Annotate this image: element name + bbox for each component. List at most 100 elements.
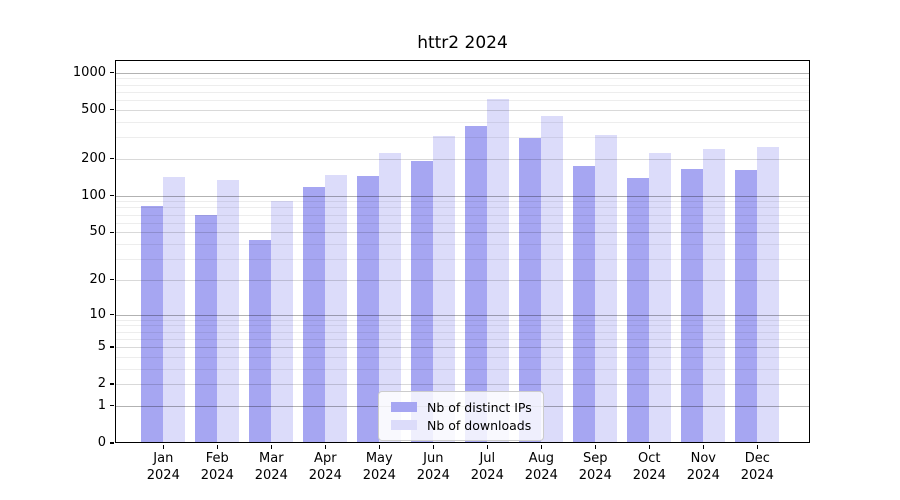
grid-line-5	[115, 346, 810, 348]
x-tick-mark-nov	[702, 444, 704, 449]
x-tick-year: 2024	[200, 468, 234, 483]
x-tick-month: Oct	[638, 451, 661, 466]
bar-mar-downloads	[271, 201, 294, 443]
x-tick-month: Apr	[314, 451, 337, 466]
grid-line-200	[115, 158, 810, 160]
x-tick-label-aug: Aug 2024	[514, 450, 568, 484]
bar-jun-downloads	[433, 136, 456, 443]
x-tick-month: Jul	[479, 451, 496, 466]
y-tick-label-500: 500	[81, 101, 106, 117]
grid-line-30	[115, 258, 810, 260]
x-tick-mark-sep	[594, 444, 596, 449]
bar-jan-distinct-ips	[141, 205, 164, 443]
x-tick-label-nov: Nov 2024	[676, 450, 730, 484]
bar-aug-downloads	[541, 115, 564, 443]
legend-swatch-distinct-ips	[391, 402, 417, 412]
x-tick-label-jul: Jul 2024	[460, 450, 514, 484]
legend-item-distinct-ips: Nb of distinct IPs	[387, 398, 535, 416]
x-tick-year: 2024	[254, 468, 288, 483]
x-tick-mark-feb	[216, 444, 218, 449]
grid-line-300	[115, 137, 810, 139]
grid-line-50	[115, 232, 810, 234]
x-tick-month: Nov	[690, 451, 716, 466]
x-tick-label-mar: Mar 2024	[244, 450, 298, 484]
bar-aug-distinct-ips	[519, 137, 542, 443]
x-tick-label-jan: Jan 2024	[136, 450, 190, 484]
x-tick-month: Feb	[205, 451, 229, 466]
bar-apr-downloads	[325, 175, 348, 443]
x-tick-year: 2024	[362, 468, 396, 483]
y-tick-mark-10	[110, 313, 114, 316]
grid-line-80	[115, 207, 810, 209]
x-tick-label-may: May 2024	[352, 450, 406, 484]
y-tick-mark-100	[110, 194, 114, 197]
x-tick-mark-oct	[648, 444, 650, 449]
bar-feb-downloads	[217, 179, 240, 443]
x-tick-mark-apr	[324, 444, 326, 449]
x-tick-label-jun: Jun 2024	[406, 450, 460, 484]
grid-line-70	[115, 214, 810, 216]
grid-line-8	[115, 325, 810, 327]
grid-line-40	[115, 243, 810, 245]
grid-line-400	[115, 121, 810, 123]
grid-line-20	[115, 279, 810, 281]
grid-line-2	[115, 384, 810, 386]
y-tick-mark-1000	[110, 71, 114, 74]
bar-jul-downloads	[487, 99, 510, 443]
x-tick-label-sep: Sep 2024	[568, 450, 622, 484]
y-tick-mark-200	[110, 158, 114, 160]
x-tick-mark-jan	[162, 444, 164, 449]
grid-line-500	[115, 109, 810, 111]
x-tick-year: 2024	[740, 468, 774, 483]
x-tick-mark-jun	[432, 444, 434, 449]
x-tick-year: 2024	[686, 468, 720, 483]
bar-nov-downloads	[703, 149, 726, 443]
bar-jul-distinct-ips	[465, 125, 488, 443]
grid-line-4	[115, 356, 810, 358]
x-tick-year: 2024	[416, 468, 450, 483]
grid-line-7	[115, 331, 810, 333]
x-tick-mark-aug	[540, 444, 542, 449]
grid-line-3	[115, 368, 810, 370]
x-tick-mark-may	[378, 444, 380, 449]
grid-line-600	[115, 100, 810, 101]
x-tick-label-oct: Oct 2024	[622, 450, 676, 484]
grid-line-6	[115, 338, 810, 340]
x-tick-year: 2024	[524, 468, 558, 483]
y-tick-label-10: 10	[89, 306, 106, 322]
x-tick-year: 2024	[146, 468, 180, 483]
x-tick-month: Jun	[423, 451, 444, 466]
y-tick-mark-5	[110, 346, 114, 348]
bar-sep-downloads	[595, 134, 618, 443]
x-tick-month: Mar	[259, 451, 284, 466]
x-tick-month: Jan	[153, 451, 174, 466]
bar-jun-distinct-ips	[411, 160, 434, 443]
grid-line-100	[115, 195, 810, 197]
x-tick-mark-mar	[270, 444, 272, 449]
plot-area	[115, 60, 810, 443]
y-tick-label-2: 2	[97, 376, 106, 392]
grid-line-700	[115, 91, 810, 93]
y-tick-mark-2	[110, 383, 114, 385]
grid-line-9	[115, 319, 810, 321]
grid-line-900	[115, 78, 810, 80]
grid-line-90	[115, 201, 810, 203]
legend: Nb of distinct IPs Nb of downloads	[378, 391, 544, 441]
y-tick-label-200: 200	[81, 150, 106, 166]
grid-line-60	[115, 222, 810, 224]
bar-may-downloads	[379, 152, 402, 443]
grid-line-800	[115, 84, 810, 86]
chart-title: httr2 2024	[417, 33, 508, 53]
y-tick-mark-20	[110, 279, 114, 281]
bar-sep-distinct-ips	[573, 165, 596, 443]
x-tick-month: May	[365, 451, 393, 466]
bar-feb-distinct-ips	[195, 214, 218, 443]
x-tick-mark-jul	[486, 444, 488, 449]
bar-dec-distinct-ips	[735, 169, 758, 443]
y-tick-label-100: 100	[81, 187, 106, 203]
legend-item-downloads: Nb of downloads	[387, 416, 535, 434]
y-tick-label-20: 20	[89, 271, 106, 287]
bar-apr-distinct-ips	[303, 187, 326, 443]
x-tick-year: 2024	[578, 468, 612, 483]
